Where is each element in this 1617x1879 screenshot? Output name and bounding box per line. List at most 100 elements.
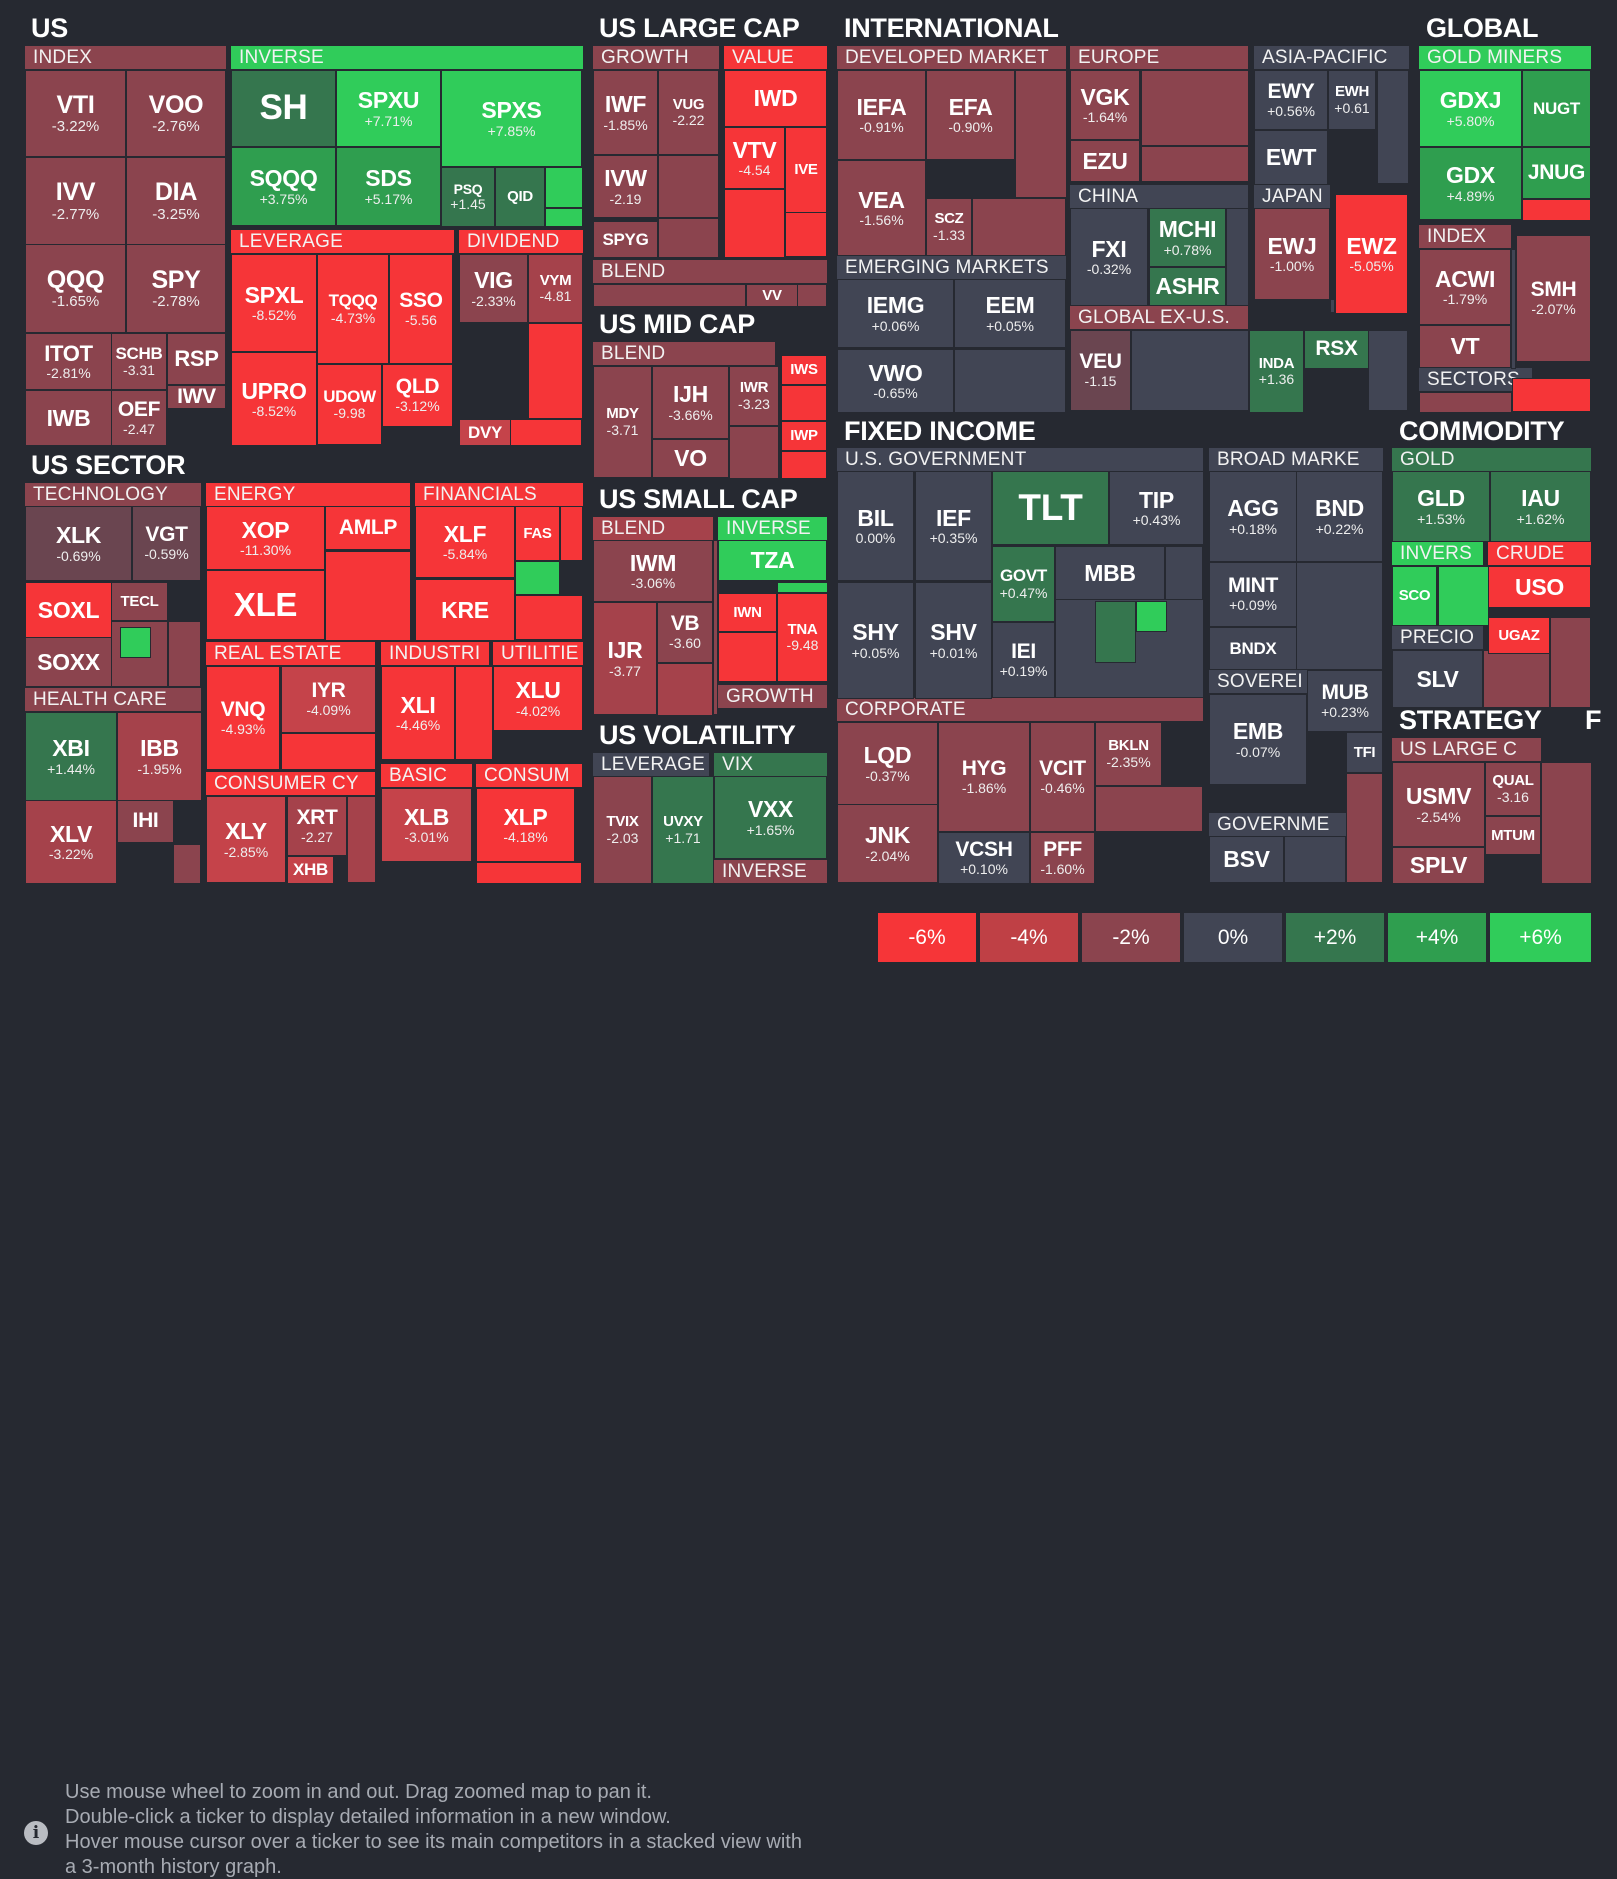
ticker-tile-voo[interactable]: VOO -2.76%	[126, 70, 226, 157]
ticker-tile-iwv[interactable]: IWV	[167, 385, 226, 409]
subgroup-header-asia-pacific[interactable]: ASIA-PACIFIC	[1254, 46, 1409, 69]
subgroup-header-index[interactable]: INDEX	[25, 46, 226, 69]
subgroup-header-dividend[interactable]: DIVIDEND	[459, 230, 583, 253]
ticker-tile-oef[interactable]: OEF -2.47	[111, 390, 167, 446]
ticker-tile-rsp[interactable]: RSP	[167, 333, 226, 385]
small-ticker-cell[interactable]	[1284, 836, 1346, 883]
subgroup-header-basic[interactable]: BASIC	[381, 764, 472, 787]
ticker-tile-bnd[interactable]: BND +0.22%	[1296, 471, 1383, 562]
ticker-tile-eem[interactable]: EEM +0.05%	[954, 279, 1066, 348]
subgroup-header-precio[interactable]: PRECIO	[1392, 626, 1483, 649]
ticker-tile-spxl[interactable]: SPXL -8.52%	[231, 254, 317, 352]
ticker-tile-ewj[interactable]: EWJ -1.00%	[1254, 208, 1330, 300]
subgroup-header-inverse[interactable]: INVERSE	[231, 46, 583, 69]
ticker-tile-iyr[interactable]: IYR -4.09%	[281, 666, 376, 733]
ticker-tile-itot[interactable]: ITOT -2.81%	[25, 333, 112, 390]
small-ticker-cell[interactable]	[1541, 762, 1592, 884]
ticker-tile-slv[interactable]: SLV	[1392, 650, 1483, 708]
ticker-tile-fxi[interactable]: FXI -0.32%	[1070, 208, 1148, 306]
ticker-tile-tna[interactable]: TNA -9.48	[777, 593, 828, 682]
ticker-tile-vgt[interactable]: VGT -0.59%	[132, 506, 201, 581]
subgroup-header-inverse[interactable]: INVERSE	[714, 860, 827, 883]
ticker-tile-hyg[interactable]: HYG -1.86%	[938, 722, 1030, 832]
ticker-tile-govt[interactable]: GOVT +0.47%	[992, 546, 1055, 622]
ticker-tile-ief[interactable]: IEF +0.35%	[915, 471, 992, 581]
ticker-tile-vig[interactable]: VIG -2.33%	[459, 254, 528, 323]
ticker-tile-iwr[interactable]: IWR -3.23	[729, 366, 779, 426]
small-ticker-cell[interactable]	[528, 323, 583, 419]
small-ticker-cell[interactable]	[515, 595, 583, 640]
ticker-tile-ijr[interactable]: IJR -3.77	[593, 602, 657, 715]
etf-heatmap[interactable]: US US SECTOR US LARGE CAP US MID CAP US SMAL…	[0, 0, 1617, 895]
ticker-tile-tfi[interactable]: TFI	[1346, 732, 1383, 773]
ticker-tile-jnug[interactable]: JNUG	[1522, 147, 1591, 199]
subgroup-header-gold-miners[interactable]: GOLD MINERS	[1419, 46, 1591, 69]
subgroup-header-broad-marke[interactable]: BROAD MARKE	[1209, 448, 1383, 471]
ticker-tile-tlt[interactable]: TLT	[992, 471, 1109, 545]
ticker-tile-mdy[interactable]: MDY -3.71	[593, 366, 652, 478]
ticker-tile-qld[interactable]: QLD -3.12%	[382, 364, 453, 427]
ticker-tile-smh[interactable]: SMH -2.07%	[1516, 235, 1591, 362]
small-ticker-cell[interactable]	[1141, 70, 1249, 146]
ticker-tile-dvy[interactable]: DVY	[459, 419, 511, 446]
ticker-tile-lqd[interactable]: LQD -0.37%	[837, 722, 938, 805]
ticker-tile-vym[interactable]: VYM -4.81	[528, 254, 583, 323]
ticker-tile-shy[interactable]: SHY +0.05%	[837, 582, 914, 699]
small-ticker-cell[interactable]	[972, 198, 1066, 256]
ticker-tile-ewz[interactable]: EWZ -5.05%	[1335, 194, 1408, 314]
ticker-tile-usmv[interactable]: USMV -2.54%	[1392, 762, 1485, 847]
ticker-tile-vug[interactable]: VUG -2.22	[658, 70, 719, 155]
small-ticker-cell[interactable]	[1165, 546, 1203, 600]
small-ticker-cell[interactable]	[593, 284, 746, 307]
subgroup-header-china[interactable]: CHINA	[1070, 185, 1248, 208]
small-ticker-cell[interactable]	[173, 844, 201, 884]
ticker-tile-tvix[interactable]: TVIX -2.03	[593, 776, 652, 884]
small-ticker-cell[interactable]	[777, 582, 828, 593]
small-ticker-cell[interactable]	[713, 540, 718, 715]
ticker-tile-ewy[interactable]: EWY +0.56%	[1254, 70, 1328, 130]
ticker-tile-uso[interactable]: USO	[1488, 566, 1591, 608]
small-ticker-cell[interactable]	[168, 621, 201, 687]
small-ticker-cell[interactable]	[515, 561, 560, 595]
ticker-tile-vo[interactable]: VO	[652, 439, 729, 478]
subgroup-header-japan[interactable]: JAPAN	[1254, 185, 1330, 208]
ticker-tile-vv[interactable]: VV	[746, 284, 798, 307]
ticker-tile-shv[interactable]: SHV +0.01%	[915, 582, 992, 699]
subgroup-header-corporate[interactable]: CORPORATE	[837, 698, 1203, 721]
ticker-tile-gdx[interactable]: GDX +4.89%	[1419, 147, 1522, 220]
ticker-tile-veu[interactable]: VEU -1.15	[1070, 330, 1131, 411]
ticker-tile-iwp[interactable]: IWP	[781, 421, 827, 451]
small-ticker-cell[interactable]	[281, 733, 376, 770]
ticker-tile-xhb[interactable]: XHB	[287, 856, 334, 884]
ticker-tile-sqqq[interactable]: SQQQ +3.75%	[231, 147, 336, 226]
small-ticker-cell[interactable]	[781, 385, 827, 421]
ticker-tile-agg[interactable]: AGG +0.18%	[1209, 471, 1297, 562]
small-ticker-cell[interactable]	[545, 208, 583, 227]
ticker-tile-qqq[interactable]: QQQ -1.65%	[25, 244, 126, 333]
ticker-tile-tqqq[interactable]: TQQQ -4.73%	[317, 254, 389, 364]
ticker-tile-xlu[interactable]: XLU -4.02%	[493, 666, 583, 731]
small-ticker-cell[interactable]	[781, 451, 827, 479]
small-ticker-cell[interactable]	[1419, 392, 1512, 413]
ticker-tile-bndx[interactable]: BNDX	[1209, 627, 1297, 670]
small-ticker-cell[interactable]	[1141, 146, 1249, 182]
ticker-tile-pff[interactable]: PFF -1.60%	[1030, 832, 1095, 884]
ticker-tile-vt[interactable]: VT	[1419, 325, 1511, 368]
ticker-tile-fas[interactable]: FAS	[515, 506, 560, 561]
ticker-tile-nugt[interactable]: NUGT	[1522, 70, 1591, 147]
ticker-tile-mint[interactable]: MINT +0.09%	[1209, 562, 1297, 627]
small-ticker-cell[interactable]	[1226, 208, 1249, 306]
ticker-tile-ewt[interactable]: EWT	[1254, 130, 1328, 185]
ticker-tile-amlp[interactable]: AMLP	[325, 506, 411, 550]
subgroup-header-blend[interactable]: BLEND	[593, 517, 713, 540]
ticker-tile-iei[interactable]: IEI +0.19%	[992, 622, 1055, 698]
subgroup-header-sectors[interactable]: SECTORS	[1419, 368, 1532, 391]
ticker-tile-acwi[interactable]: ACWI -1.79%	[1419, 249, 1511, 325]
ticker-tile-udow[interactable]: UDOW -9.98	[317, 364, 382, 445]
small-ticker-cell[interactable]	[1512, 378, 1591, 412]
ticker-tile-bkln[interactable]: BKLN -2.35%	[1095, 722, 1162, 786]
ticker-tile-ivw[interactable]: IVW -2.19	[593, 155, 658, 218]
ticker-tile-ugaz[interactable]: UGAZ	[1488, 617, 1550, 654]
subgroup-header-global-ex-u-s[interactable]: GLOBAL EX-U.S.	[1070, 306, 1248, 329]
ticker-tile-kre[interactable]: KRE	[415, 579, 515, 641]
